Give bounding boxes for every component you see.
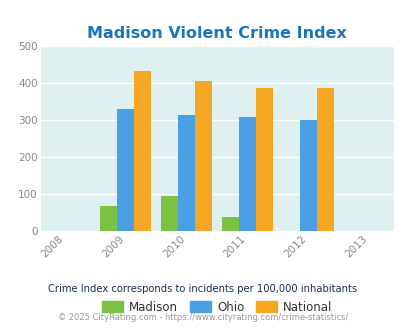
- Bar: [161, 196, 178, 231]
- Bar: [239, 117, 256, 231]
- Bar: [195, 81, 212, 231]
- Legend: Madison, Ohio, National: Madison, Ohio, National: [97, 296, 337, 318]
- Bar: [256, 88, 273, 231]
- Bar: [134, 71, 151, 231]
- Bar: [117, 109, 134, 231]
- Text: © 2025 CityRating.com - https://www.cityrating.com/crime-statistics/: © 2025 CityRating.com - https://www.city…: [58, 313, 347, 322]
- Bar: [222, 217, 239, 231]
- Bar: [178, 115, 195, 231]
- Title: Madison Violent Crime Index: Madison Violent Crime Index: [87, 26, 346, 41]
- Text: Crime Index corresponds to incidents per 100,000 inhabitants: Crime Index corresponds to incidents per…: [48, 284, 357, 294]
- Bar: [299, 120, 316, 231]
- Bar: [316, 88, 333, 231]
- Bar: [100, 206, 117, 231]
